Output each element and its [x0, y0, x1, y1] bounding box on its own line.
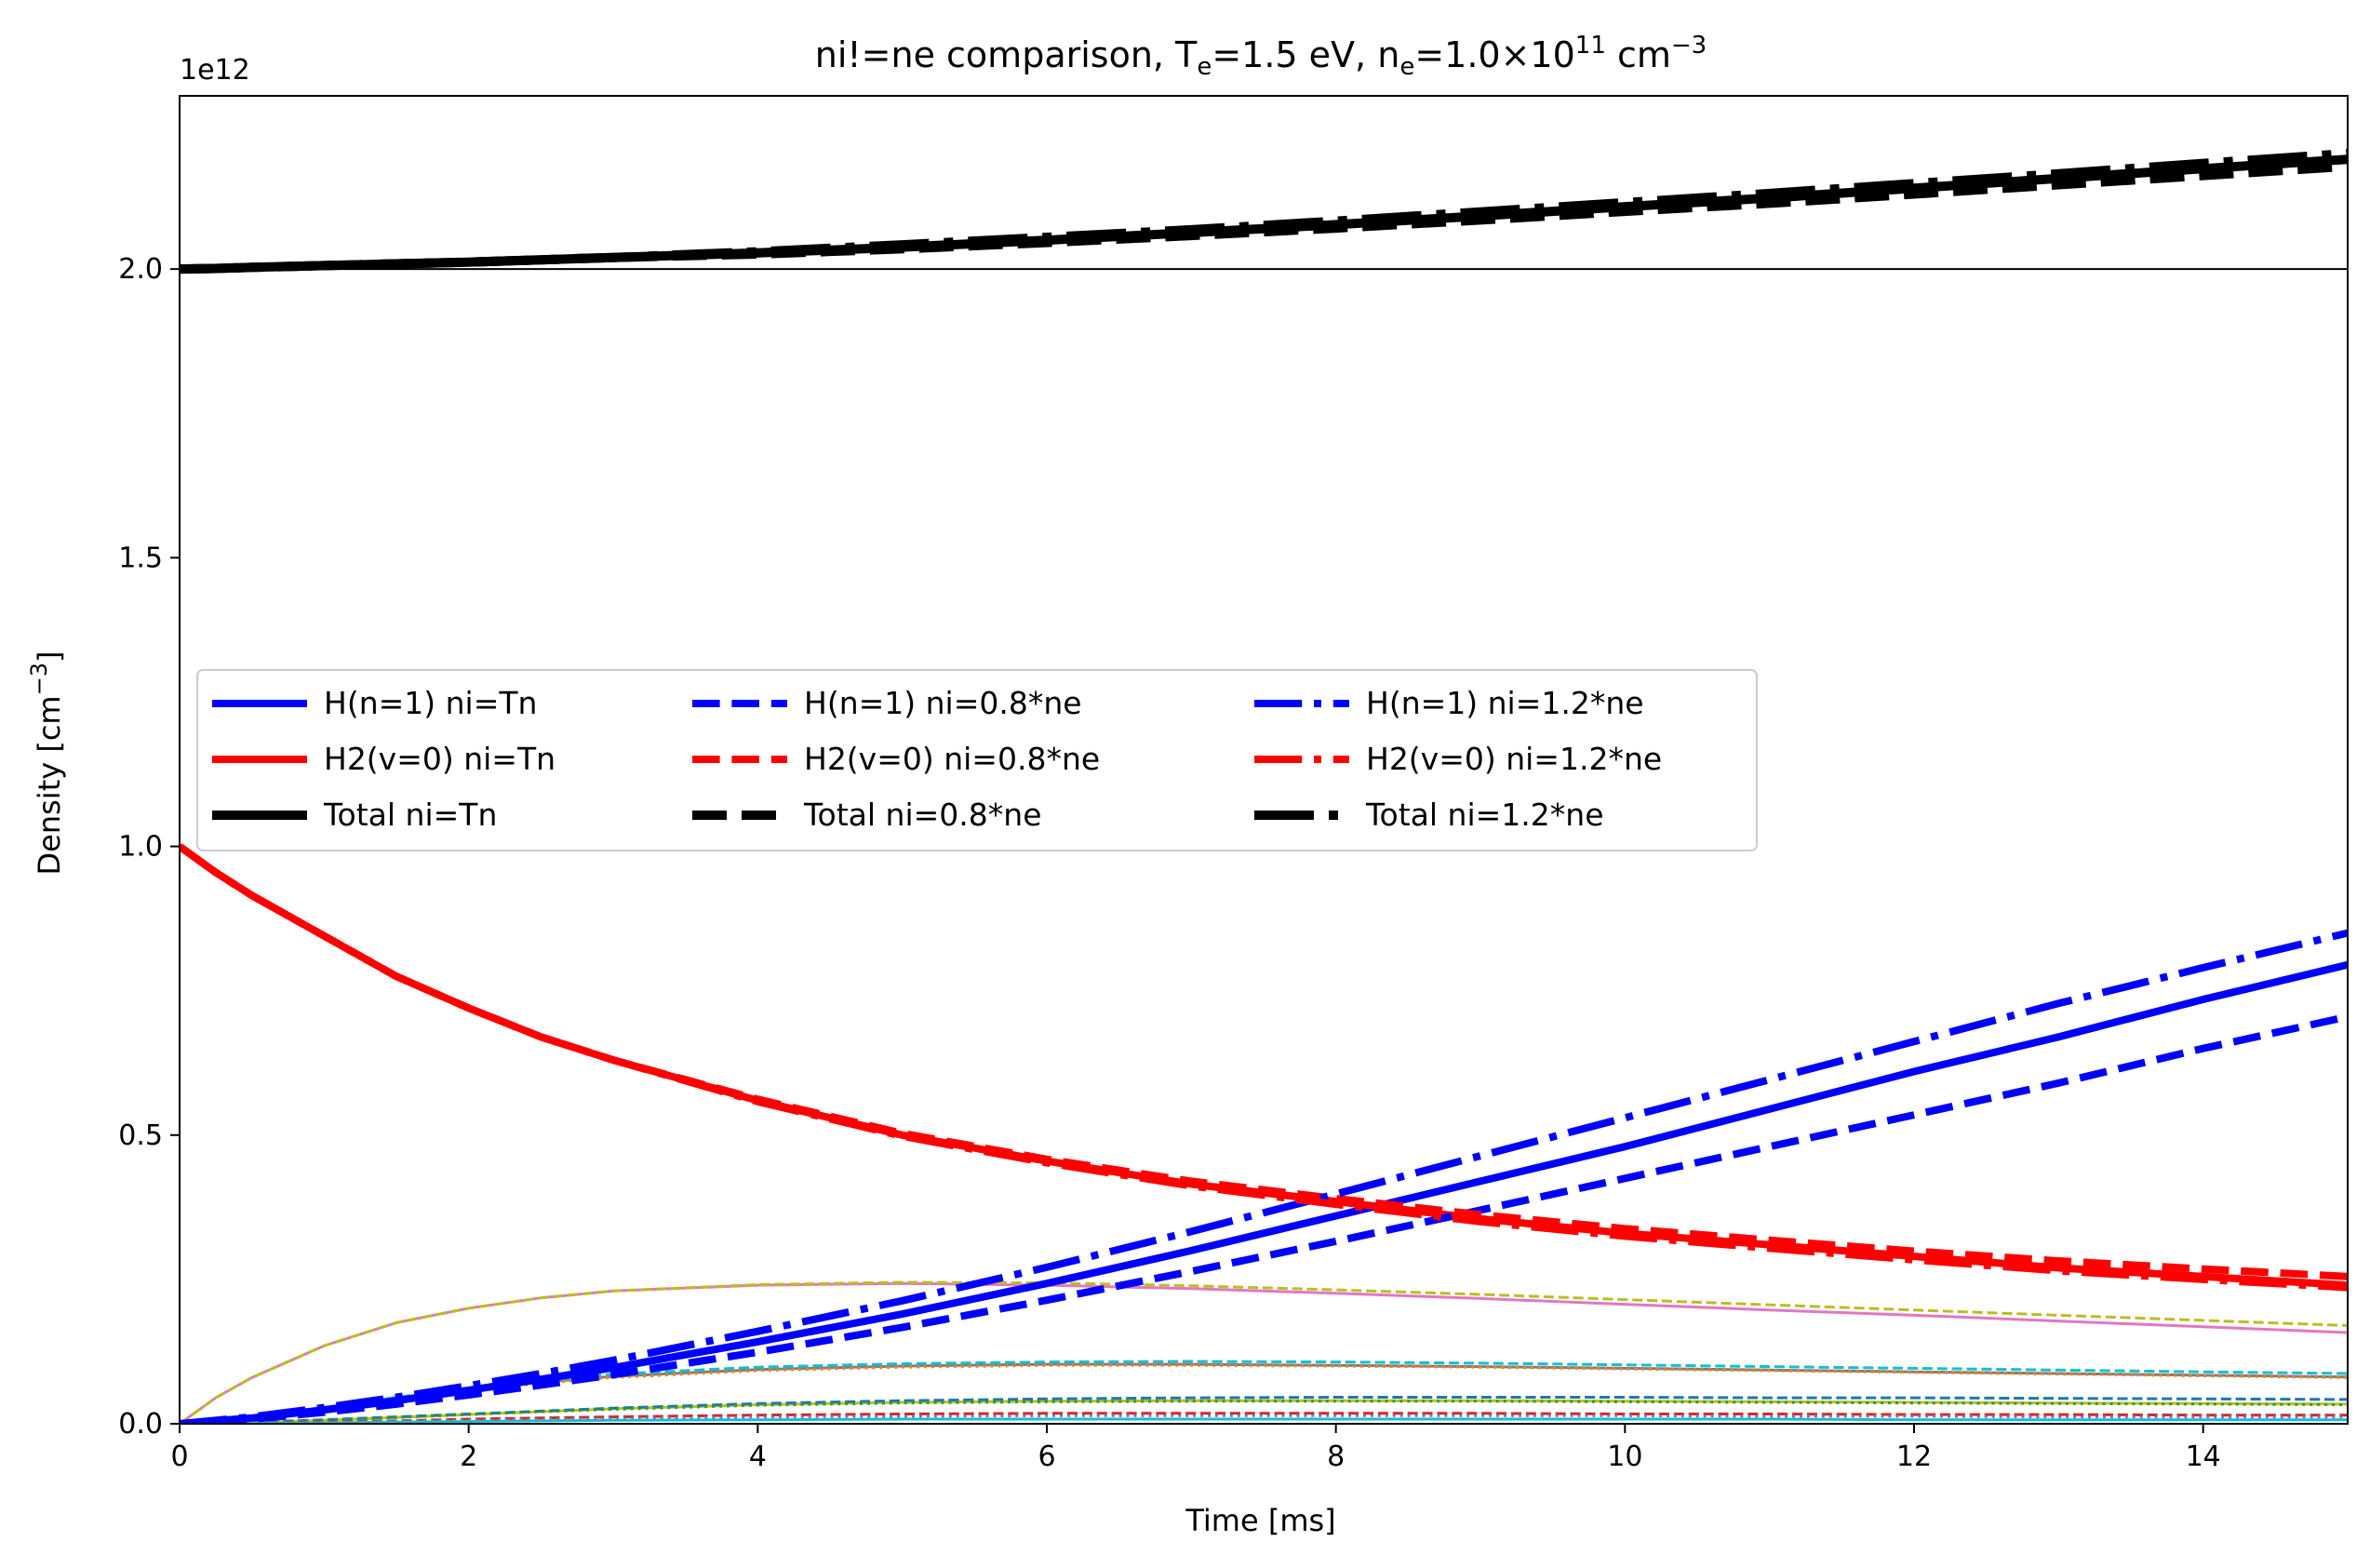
- y-tick-label: 2.0: [118, 253, 163, 286]
- y-offset-text: 1e12: [180, 54, 250, 87]
- chart-title: ni!=ne comparison, Te=1.5 eV, ne=1.0×101…: [815, 32, 1707, 81]
- title-main: ni!=ne comparison,: [815, 34, 1164, 75]
- y-axis-label-exp: −3: [26, 663, 52, 695]
- series-line-9: [180, 149, 2348, 275]
- title-ne-sub: e: [1399, 53, 1414, 81]
- legend: H(n=1) ni=Tn H2(v=0) ni=Tn Total ni=Tn H(n=…: [196, 669, 1758, 851]
- y-tick-label: 1.5: [118, 542, 163, 574]
- legend-label: Total ni=0.8*ne: [803, 797, 1042, 833]
- y-tick-label: 0.0: [118, 1408, 163, 1441]
- y-axis-label: Density [cm−3]: [26, 651, 67, 876]
- plot-lines: [180, 149, 2348, 1424]
- legend-label: H2(v=0) ni=0.8*ne: [804, 741, 1100, 777]
- title-ne-exp: 11: [1575, 32, 1606, 60]
- x-tick-label: 4: [749, 1441, 767, 1473]
- x-tick-label: 14: [2186, 1441, 2221, 1473]
- legend-label: H2(v=0) ni=Tn: [324, 741, 556, 777]
- title-unit: cm: [1606, 34, 1671, 75]
- title-te-sub: e: [1197, 53, 1212, 81]
- x-axis-ticks: 0 2 4 6 8 10 12 14: [170, 1424, 2221, 1473]
- series-line-20: [180, 1417, 2348, 1424]
- title-space: [1366, 34, 1377, 75]
- y-tick-label: 1.0: [118, 831, 163, 864]
- legend-label: Total ni=Tn: [323, 797, 497, 833]
- legend-label: H(n=1) ni=0.8*ne: [804, 685, 1082, 721]
- title-gap: [1164, 34, 1175, 75]
- title-ne-label: n: [1377, 34, 1399, 75]
- legend-label: H(n=1) ni=1.2*ne: [1366, 685, 1644, 721]
- y-axis-label-text: Density [cm: [32, 695, 67, 875]
- title-te-label: T: [1174, 34, 1198, 75]
- legend-label: H(n=1) ni=Tn: [324, 685, 537, 721]
- title-unit-exp: −3: [1671, 32, 1707, 60]
- series-line-1: [180, 960, 2348, 1424]
- axes-frame: [179, 95, 2349, 1425]
- x-tick-label: 12: [1896, 1441, 1932, 1473]
- x-tick-label: 8: [1327, 1441, 1345, 1473]
- legend-label: H2(v=0) ni=1.2*ne: [1366, 741, 1662, 777]
- y-tick-label: 0.5: [118, 1119, 163, 1152]
- title-ne-value: =1.0×10: [1414, 34, 1574, 75]
- series-line-17: [180, 1400, 2348, 1424]
- x-tick-label: 0: [170, 1441, 188, 1473]
- x-tick-label: 10: [1607, 1441, 1642, 1473]
- x-tick-label: 6: [1038, 1441, 1055, 1473]
- series-line-8: [180, 843, 2348, 1292]
- legend-label: Total ni=1.2*ne: [1365, 797, 1604, 833]
- x-tick-label: 2: [460, 1441, 477, 1473]
- series-line-7: [180, 929, 2348, 1424]
- title-te-value: =1.5 eV,: [1212, 34, 1366, 75]
- legend-box: [196, 669, 1758, 851]
- series-line-4: [180, 1012, 2348, 1424]
- x-axis-label: Time [ms]: [1185, 1503, 1335, 1538]
- y-axis-ticks: 0.0 0.5 1.0 1.5 2.0: [118, 253, 180, 1441]
- y-axis-label-close: ]: [32, 651, 67, 663]
